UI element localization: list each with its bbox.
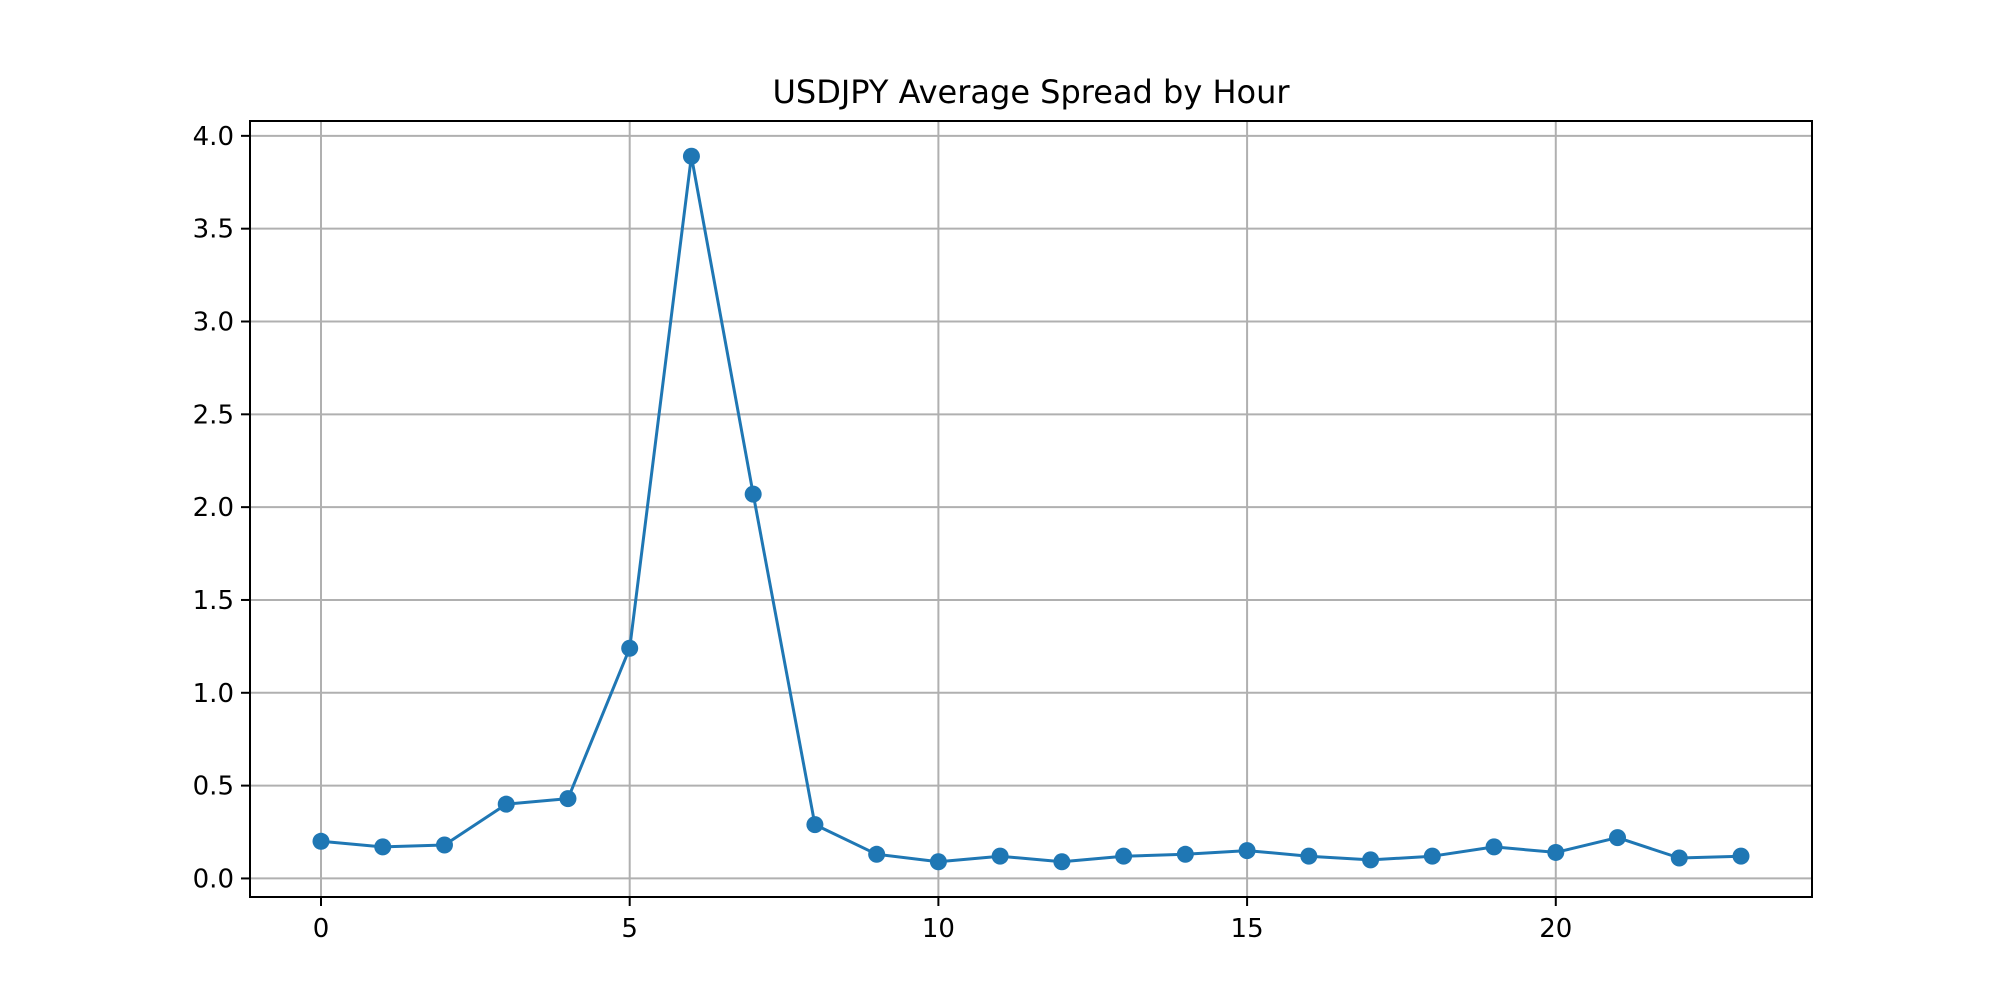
plot-frame bbox=[249, 120, 1813, 898]
data-point bbox=[1609, 829, 1627, 847]
y-tick-label: 2.0 bbox=[193, 493, 234, 523]
x-tick-label: 20 bbox=[1539, 914, 1572, 944]
data-point bbox=[1547, 843, 1565, 861]
data-point bbox=[497, 795, 515, 813]
y-tick-label: 2.5 bbox=[193, 400, 234, 430]
data-point bbox=[991, 847, 1009, 865]
data-point bbox=[929, 853, 947, 871]
y-tick-label: 4.0 bbox=[193, 122, 234, 152]
y-tick-label: 1.5 bbox=[193, 586, 234, 616]
grid-lines bbox=[250, 121, 1812, 897]
x-tick-label: 15 bbox=[1231, 914, 1264, 944]
data-point bbox=[1115, 847, 1133, 865]
data-point bbox=[682, 147, 700, 165]
data-point bbox=[1362, 851, 1380, 869]
data-point bbox=[806, 816, 824, 834]
chart-title: USDJPY Average Spread by Hour bbox=[772, 73, 1290, 111]
data-point bbox=[1485, 838, 1503, 856]
y-tick-label: 3.0 bbox=[193, 307, 234, 337]
series bbox=[312, 147, 1750, 871]
data-point bbox=[435, 836, 453, 854]
data-point bbox=[559, 790, 577, 808]
data-point bbox=[1176, 845, 1194, 863]
y-tick-label: 3.5 bbox=[193, 215, 234, 245]
y-tick-label: 0.0 bbox=[193, 864, 234, 894]
x-tick-label: 10 bbox=[922, 914, 955, 944]
axes: 0 5 10 15 20 0.0 0.5 1.0 1.5 2.0 2.5 3.0 3.5 4.0 bbox=[193, 122, 1573, 944]
data-point bbox=[1732, 847, 1750, 865]
data-point bbox=[1238, 842, 1256, 860]
data-point bbox=[621, 639, 639, 657]
x-tick-label: 5 bbox=[621, 914, 638, 944]
y-tick-label: 0.5 bbox=[193, 772, 234, 802]
data-point bbox=[1670, 849, 1688, 867]
data-point bbox=[1300, 847, 1318, 865]
data-point bbox=[744, 485, 762, 503]
data-point bbox=[1423, 847, 1441, 865]
x-tick-label: 0 bbox=[313, 914, 330, 944]
data-point bbox=[868, 845, 886, 863]
y-tick-label: 1.0 bbox=[193, 679, 234, 709]
data-point bbox=[312, 832, 330, 850]
data-point bbox=[1053, 853, 1071, 871]
series-line bbox=[320, 154, 1742, 864]
data-point bbox=[374, 838, 392, 856]
